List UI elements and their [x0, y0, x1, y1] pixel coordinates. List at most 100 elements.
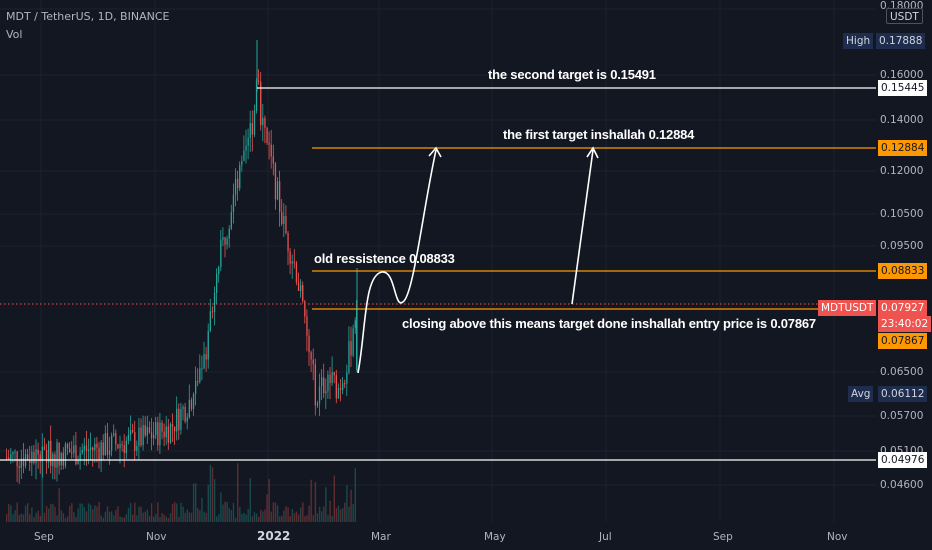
y-tick: 0.05700	[880, 410, 923, 422]
candle-body	[331, 372, 333, 383]
candle-body	[224, 237, 226, 245]
volume-bar	[331, 516, 333, 522]
candle-body	[237, 178, 239, 189]
volume-bar	[56, 515, 58, 522]
candle-body	[344, 383, 346, 385]
volume-bar	[41, 452, 44, 522]
volume-bar	[48, 508, 50, 522]
candle-body	[188, 399, 190, 418]
volume-bar	[209, 464, 212, 522]
volume-bar	[117, 506, 119, 522]
candle-body	[197, 381, 199, 383]
volume-bar	[75, 516, 77, 522]
candle-body	[283, 215, 285, 224]
volume-bar	[60, 510, 62, 522]
volume-bar	[201, 497, 203, 522]
volume-bar	[211, 467, 214, 522]
volume-bar	[83, 507, 86, 522]
volume-bar	[132, 514, 134, 522]
volume-bar	[192, 483, 195, 522]
candle-body	[339, 388, 342, 390]
volume-bar	[66, 516, 69, 522]
candle-body	[186, 417, 188, 422]
candle-body	[300, 285, 302, 291]
volume-bar	[274, 502, 277, 522]
volume-bar	[100, 515, 102, 522]
volume-bar	[230, 510, 233, 522]
volume-bar	[96, 506, 98, 522]
volume-bar	[266, 494, 268, 522]
candle-body	[335, 375, 337, 399]
volume-bar	[176, 503, 178, 522]
volume-bar	[163, 514, 165, 522]
volume-bar	[111, 511, 113, 522]
projection-arrowhead-left	[428, 146, 442, 158]
volume-bar	[71, 503, 73, 522]
candle-body	[119, 444, 121, 449]
candle-body	[241, 161, 243, 166]
volume-bar	[216, 516, 218, 522]
annotation-old-resistance[interactable]: old ressistence 0.08833	[314, 251, 455, 266]
candle-body	[190, 399, 193, 409]
volume-bar	[146, 509, 149, 522]
volume-bar	[79, 503, 81, 522]
y-tick: 0.14000	[880, 114, 923, 126]
volume-bar	[241, 514, 243, 522]
candle-body	[132, 430, 134, 433]
volume-bar	[155, 514, 157, 522]
avg-label: Avg	[848, 386, 874, 402]
candle-body	[337, 388, 340, 399]
candle-body	[180, 409, 182, 430]
annotation-entry-note[interactable]: closing above this means target done ins…	[402, 316, 816, 331]
candle-body	[37, 449, 39, 455]
annotation-first-target[interactable]: the first target inshallah 0.12884	[503, 127, 695, 142]
volume-bar	[123, 517, 125, 522]
candle-body	[251, 123, 253, 135]
annotation-second-target[interactable]: the second target is 0.15491	[488, 67, 656, 82]
volume-bar	[321, 511, 323, 522]
candle-body	[66, 444, 69, 449]
volume-bar	[92, 509, 94, 522]
candle-body	[253, 110, 256, 135]
candle-body	[41, 446, 43, 462]
y-tick: 0.09500	[880, 240, 923, 252]
candle-body	[226, 238, 228, 245]
volume-bar	[138, 506, 140, 522]
volume-bar	[144, 511, 146, 522]
volume-bar	[169, 513, 172, 522]
volume-bar	[73, 512, 75, 522]
volume-bar	[77, 508, 79, 522]
volume-bar	[43, 512, 46, 522]
candle-body	[48, 440, 50, 463]
volume-bar	[205, 512, 207, 522]
candle-body	[268, 142, 270, 145]
volume-bar	[182, 506, 184, 522]
candle-body	[218, 267, 220, 275]
x-tick: Nov	[146, 531, 167, 543]
volume-bar	[329, 500, 331, 522]
candle-body	[174, 426, 176, 432]
candle-body	[203, 354, 205, 369]
symbol-tag: MDTUSDT	[818, 300, 877, 316]
currency-badge[interactable]: USDT	[886, 8, 923, 24]
volume-bar	[308, 505, 310, 522]
volume-indicator-label[interactable]: Vol	[6, 28, 23, 41]
candle-body	[14, 451, 16, 453]
level-badge-15445: 0.15445	[878, 80, 928, 96]
volume-bar	[251, 516, 254, 522]
volume-bar	[226, 502, 228, 522]
volume-bar	[228, 508, 230, 522]
candle-body	[346, 372, 348, 384]
volume-bar	[268, 478, 270, 522]
candle-body	[111, 435, 113, 451]
candle-body	[73, 445, 75, 454]
volume-bar	[167, 517, 170, 522]
x-axis: Sep Nov 2022 Mar May Jul Sep Nov	[34, 529, 848, 543]
symbol-title[interactable]: MDT / TetherUS, 1D, BINANCE	[6, 10, 170, 23]
candle-body	[163, 431, 165, 438]
candle-body	[192, 394, 195, 409]
volume-bar	[35, 512, 37, 522]
volume-bar	[197, 508, 199, 522]
